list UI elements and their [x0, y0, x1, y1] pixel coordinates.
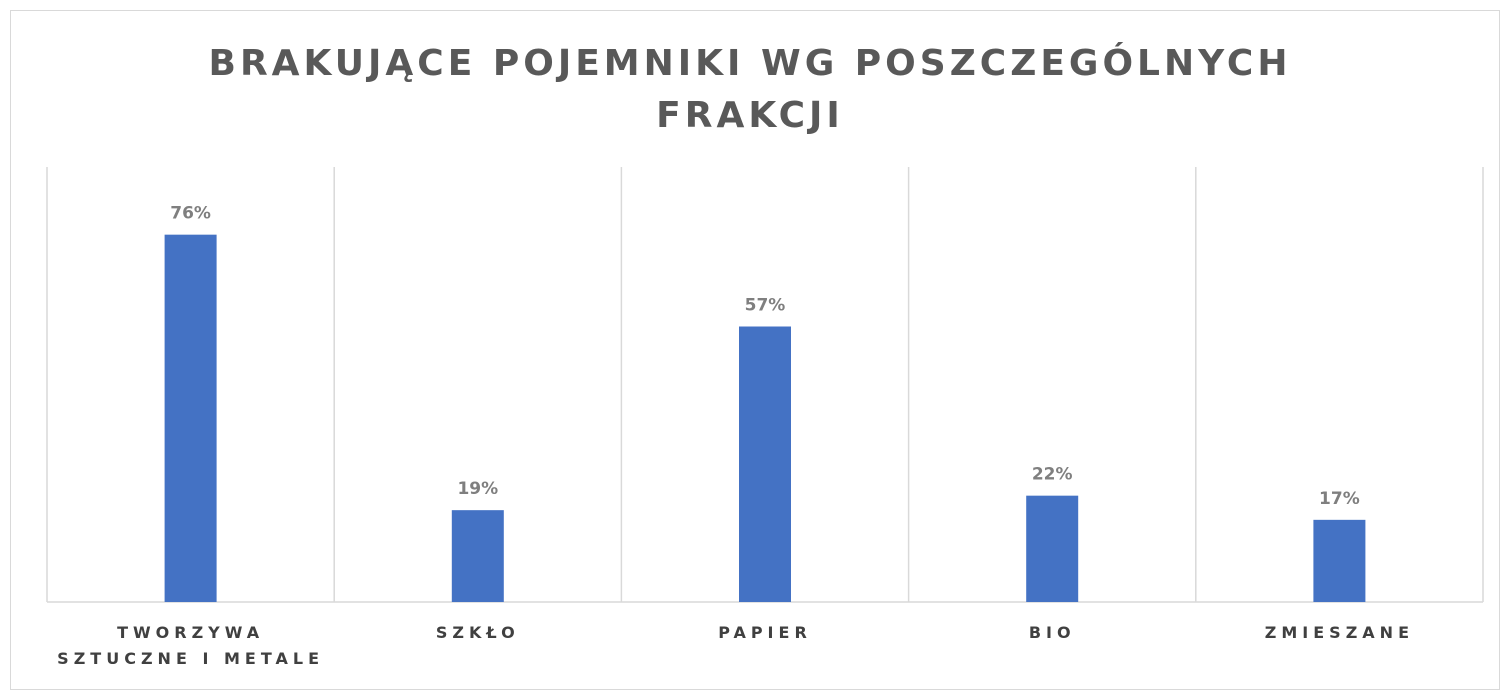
data-label: 19%	[457, 479, 498, 499]
x-tick-label: BIO	[1028, 623, 1076, 642]
bar	[1026, 495, 1079, 602]
data-label: 57%	[745, 296, 786, 316]
chart-title: BRAKUJĄCE POJEMNIKI WG POSZCZEGÓLNYCH FR…	[208, 43, 1292, 136]
bar	[451, 510, 504, 602]
x-tick-label: ZMIESZANE	[1264, 623, 1414, 642]
x-tick-label: SZKŁO	[435, 623, 520, 642]
data-label: 76%	[170, 204, 211, 224]
x-tick-label: PAPIER	[718, 623, 812, 642]
data-label: 22%	[1032, 465, 1073, 485]
bar	[164, 234, 217, 602]
x-tick-label: TWORZYWA SZTUCZNE I METALE	[57, 623, 324, 668]
bar	[1313, 519, 1366, 602]
bar	[739, 326, 791, 602]
data-label: 17%	[1319, 489, 1360, 509]
